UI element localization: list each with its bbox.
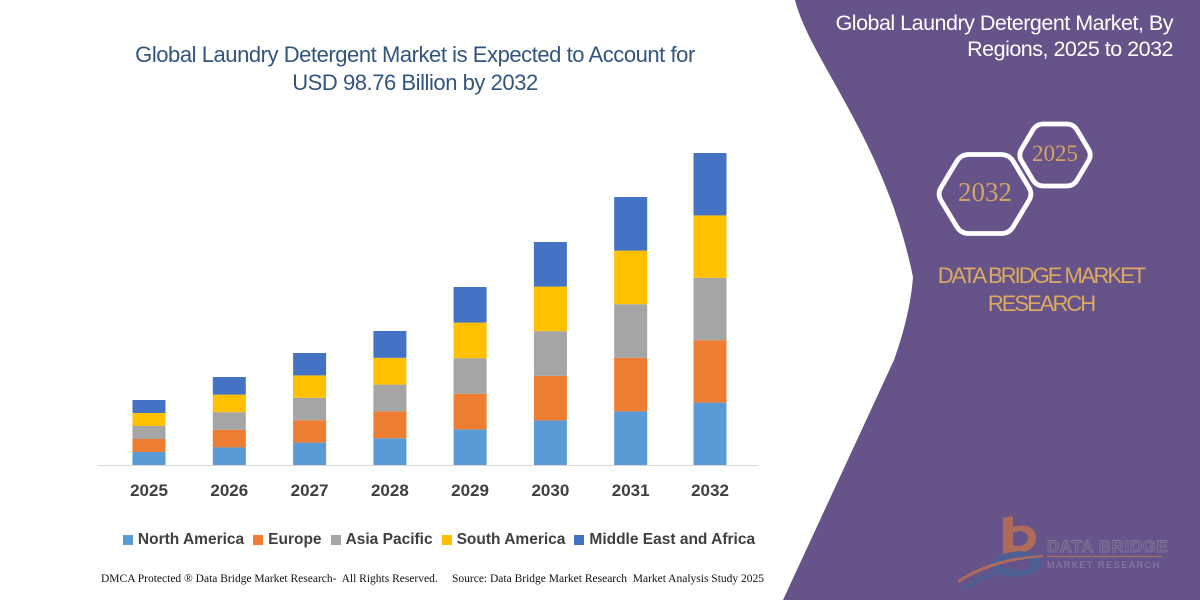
svg-text:MARKET RESEARCH: MARKET RESEARCH [1047, 560, 1161, 570]
svg-text:DATA BRIDGE: DATA BRIDGE [1047, 537, 1169, 556]
